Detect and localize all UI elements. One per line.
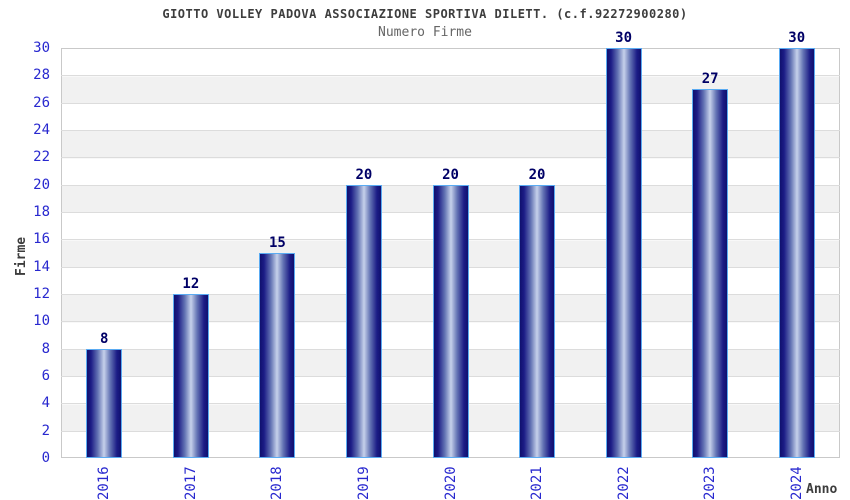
y-tick-label: 18 [33,204,50,220]
bar [519,184,556,458]
y-tick-label: 24 [33,122,50,138]
gridline [61,102,840,104]
bar [605,48,642,458]
x-tick-label: 2022 [615,466,632,500]
bar-value-label: 20 [355,166,373,183]
bar [778,48,815,458]
bar-value-label: 30 [615,30,633,46]
chart-title: GIOTTO VOLLEY PADOVA ASSOCIAZIONE SPORTI… [162,7,688,21]
y-tick-label: 4 [41,395,50,412]
gridline [61,75,840,77]
x-tick-label: 2021 [529,466,546,500]
x-tick-label: 2020 [442,466,459,500]
y-tick-label: 6 [41,368,50,384]
y-tick-label: 12 [33,286,50,302]
x-axis-title: Anno [806,482,838,497]
x-tick-label: 2016 [96,466,113,500]
bar [345,184,382,458]
y-tick-label: 30 [33,40,50,56]
y-tick-label: 8 [41,340,50,357]
gridline [61,130,840,131]
x-tick-label: 2023 [702,466,719,500]
y-tick-label: 26 [33,94,50,111]
gridline [61,157,840,159]
bar [432,184,469,458]
bar-value-label: 20 [442,166,459,183]
y-tick-label: 2 [41,422,50,439]
y-tick-label: 16 [33,231,50,248]
x-tick-label: 2019 [355,466,372,500]
bar [692,89,729,458]
bar-value-label: 15 [268,235,286,251]
x-tick-label: 2024 [788,466,805,500]
x-tick-label: 2018 [269,466,286,500]
bar-value-label: 30 [788,30,806,46]
y-tick-label: 22 [33,149,50,166]
x-tick-label: 2017 [182,466,199,500]
y-tick-label: 20 [33,176,50,193]
bar [259,253,296,458]
bar-value-label: 12 [182,276,200,292]
bar-value-label: 20 [528,166,546,183]
chart-subtitle: Numero Firme [378,25,472,40]
bar-value-label: 8 [100,330,109,347]
y-tick-label: 14 [33,258,50,275]
y-tick-label: 10 [33,313,50,330]
bar [172,294,209,458]
bar [86,348,123,458]
y-tick-label: 0 [41,450,50,466]
y-tick-label: 28 [33,67,50,84]
bar-value-label: 27 [701,71,719,87]
